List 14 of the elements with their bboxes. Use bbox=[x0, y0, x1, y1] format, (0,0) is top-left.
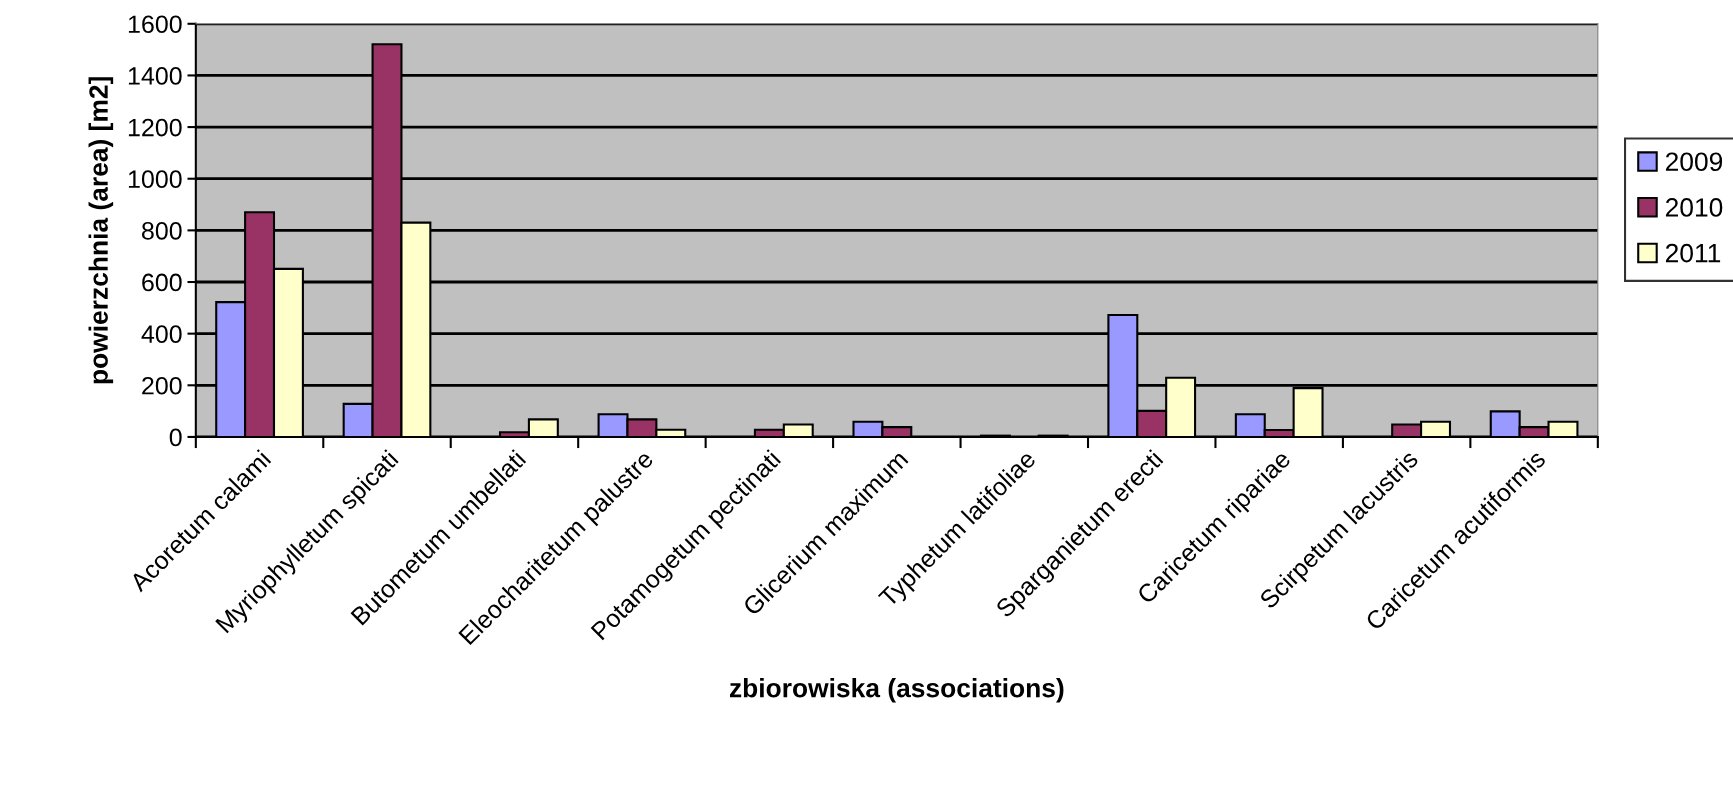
y-tick-label: 1600 bbox=[128, 15, 182, 34]
y-tick-label: 0 bbox=[169, 428, 182, 447]
y-tick-label: 600 bbox=[142, 273, 182, 292]
y-tick-label: 1200 bbox=[128, 118, 182, 137]
y-tick-label: 1400 bbox=[128, 67, 182, 85]
legend-label: 2011 bbox=[1665, 243, 1721, 263]
y-tick-label: 200 bbox=[142, 376, 182, 395]
y-tick-label: 800 bbox=[142, 221, 182, 240]
y-tick-label: 400 bbox=[141, 325, 182, 343]
x-axis-title: zbiorowiska (associations) bbox=[729, 678, 1064, 703]
y-tick-label: 1000 bbox=[128, 170, 182, 189]
y-axis-title: powierzchnia (area) [m2] bbox=[88, 77, 114, 384]
legend-label: 2009 bbox=[1665, 152, 1723, 172]
legend-label: 2010 bbox=[1665, 198, 1723, 217]
